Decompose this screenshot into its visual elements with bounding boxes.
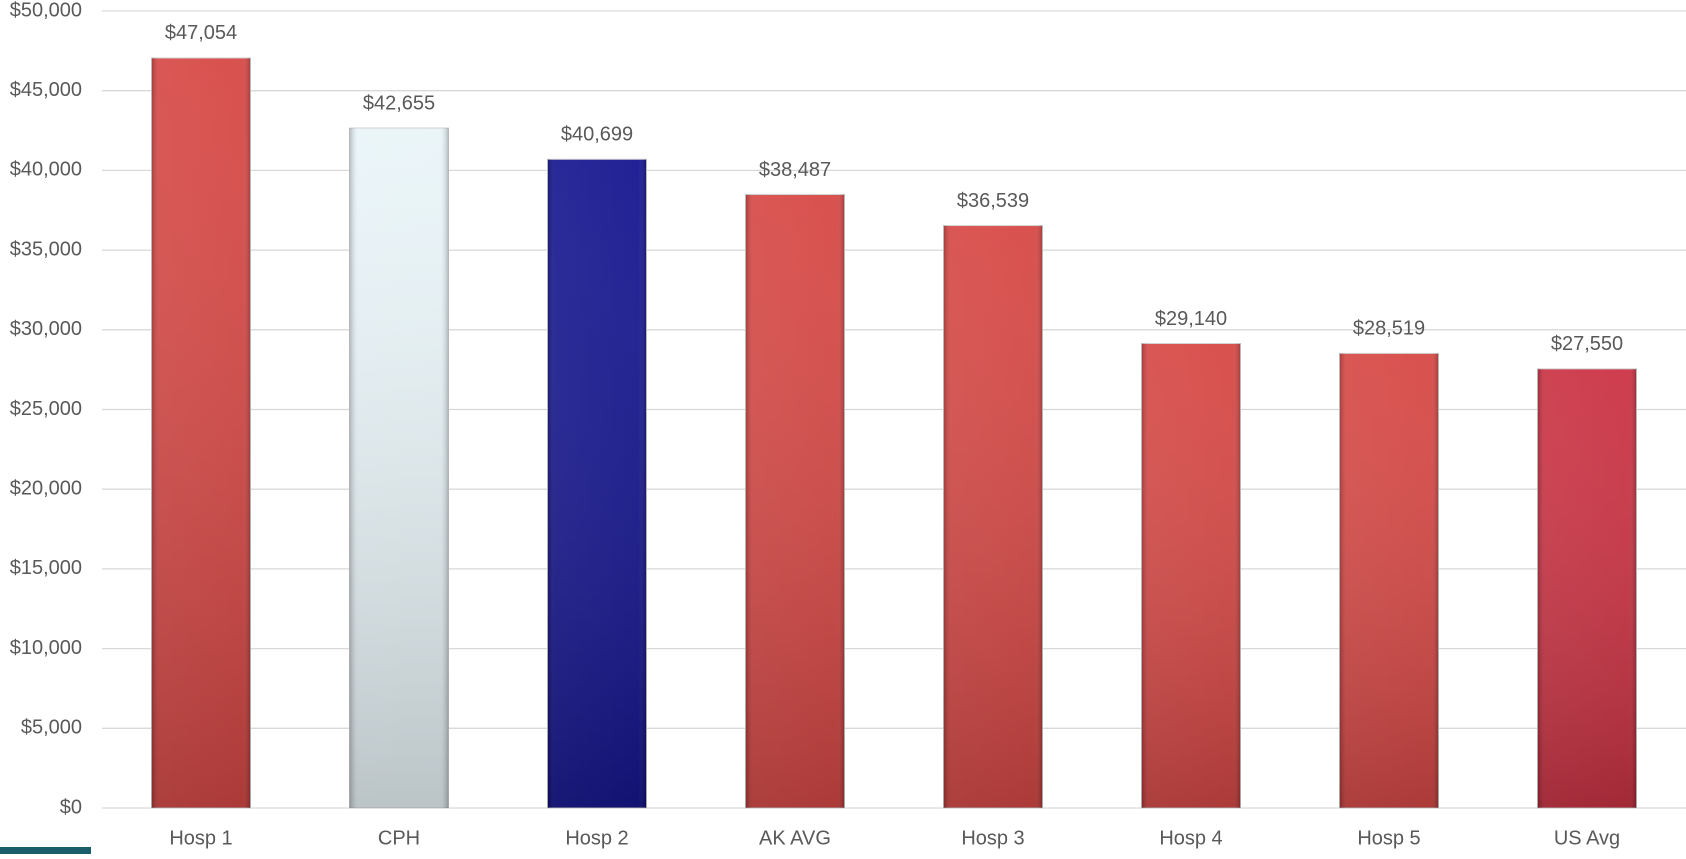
x-tick-label: US Avg <box>1554 827 1620 849</box>
x-tick-label: Hosp 5 <box>1357 827 1420 849</box>
x-tick-label: Hosp 2 <box>565 827 628 849</box>
bar <box>151 57 251 809</box>
y-tick-label: $40,000 <box>10 159 82 181</box>
bar <box>547 158 647 809</box>
value-label: $40,699 <box>561 124 633 146</box>
y-tick-label: $15,000 <box>10 557 82 579</box>
bar <box>1537 368 1637 809</box>
value-label: $29,140 <box>1155 308 1227 330</box>
value-label: $27,550 <box>1551 333 1623 355</box>
y-tick-label: $25,000 <box>10 398 82 420</box>
value-label: $28,519 <box>1353 318 1425 340</box>
value-label: $36,539 <box>957 190 1029 212</box>
y-tick-label: $20,000 <box>10 477 82 499</box>
bar <box>943 225 1043 809</box>
y-tick-label: $50,000 <box>10 0 82 21</box>
bar <box>349 127 449 809</box>
y-tick-label: $5,000 <box>21 717 82 739</box>
value-label: $42,655 <box>363 92 435 114</box>
bar <box>1141 343 1241 809</box>
x-tick-label: Hosp 1 <box>169 827 232 849</box>
y-tick-label: $45,000 <box>10 79 82 101</box>
value-label: $47,054 <box>165 22 237 44</box>
x-tick-label: CPH <box>378 827 420 849</box>
value-label: $38,487 <box>759 159 831 181</box>
x-tick-label: Hosp 3 <box>961 827 1024 849</box>
corner-strip <box>0 847 91 854</box>
bar <box>1339 352 1439 809</box>
x-tick-label: Hosp 4 <box>1159 827 1222 849</box>
y-tick-label: $0 <box>60 796 82 818</box>
bar <box>745 194 845 809</box>
y-tick-label: $35,000 <box>10 238 82 260</box>
x-tick-label: AK AVG <box>759 827 831 849</box>
y-tick-label: $30,000 <box>10 318 82 340</box>
y-tick-label: $10,000 <box>10 637 82 659</box>
